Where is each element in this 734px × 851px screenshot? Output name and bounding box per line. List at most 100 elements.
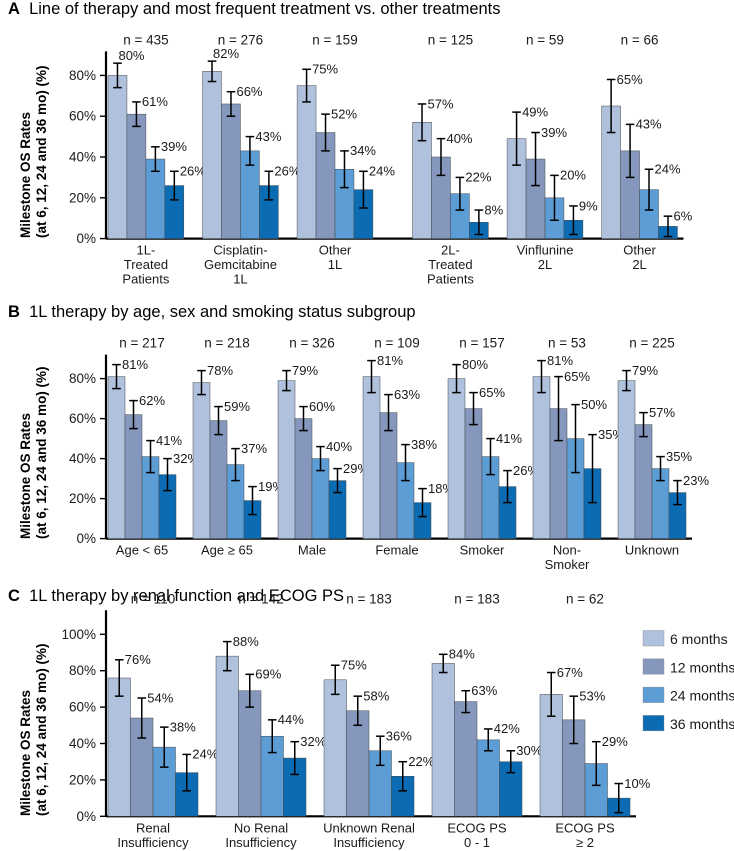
svg-text:60%: 60% — [309, 399, 335, 414]
svg-text:24%: 24% — [192, 747, 218, 762]
svg-text:Insufficiency: Insufficiency — [333, 835, 405, 850]
svg-text:n = 218: n = 218 — [204, 336, 249, 351]
svg-text:59%: 59% — [224, 399, 250, 414]
svg-text:43%: 43% — [255, 129, 281, 144]
svg-text:1L: 1L — [328, 257, 342, 272]
svg-text:22%: 22% — [408, 754, 434, 769]
svg-text:62%: 62% — [139, 393, 165, 408]
svg-text:12 months: 12 months — [670, 659, 734, 675]
svg-text:80%: 80% — [69, 68, 96, 83]
svg-text:24 months: 24 months — [670, 688, 734, 704]
svg-text:36 months: 36 months — [670, 716, 734, 732]
svg-text:40%: 40% — [69, 736, 96, 751]
svg-text:Vinflunine: Vinflunine — [517, 243, 574, 258]
svg-text:80%: 80% — [69, 371, 96, 386]
svg-text:82%: 82% — [213, 46, 239, 61]
svg-text:Insufficiency: Insufficiency — [117, 835, 189, 850]
svg-text:n = 125: n = 125 — [428, 32, 473, 47]
svg-text:No Renal: No Renal — [234, 820, 288, 835]
svg-text:n = 435: n = 435 — [123, 32, 168, 47]
svg-text:0%: 0% — [76, 231, 96, 246]
svg-text:10%: 10% — [624, 776, 650, 791]
svg-text:24%: 24% — [369, 164, 395, 179]
svg-text:57%: 57% — [649, 405, 675, 420]
svg-text:1L-: 1L- — [137, 243, 156, 258]
svg-text:60%: 60% — [69, 700, 96, 715]
svg-text:20%: 20% — [69, 491, 96, 506]
svg-text:65%: 65% — [617, 72, 643, 87]
svg-text:n = 142: n = 142 — [238, 591, 283, 606]
svg-text:≥ 2: ≥ 2 — [576, 835, 594, 850]
svg-text:Age < 65: Age < 65 — [116, 543, 168, 558]
svg-text:37%: 37% — [241, 441, 267, 456]
svg-text:Other: Other — [319, 243, 352, 258]
svg-text:80%: 80% — [462, 357, 488, 372]
svg-text:Smoker: Smoker — [460, 543, 505, 558]
svg-text:34%: 34% — [350, 143, 376, 158]
svg-text:84%: 84% — [449, 647, 475, 662]
svg-text:81%: 81% — [122, 357, 148, 372]
svg-text:30%: 30% — [516, 743, 542, 758]
svg-text:n = 183: n = 183 — [454, 591, 499, 606]
svg-text:41%: 41% — [156, 433, 182, 448]
svg-text:ECOG PS: ECOG PS — [447, 820, 507, 835]
svg-text:40%: 40% — [446, 131, 472, 146]
svg-text:6%: 6% — [673, 208, 692, 223]
svg-text:79%: 79% — [292, 363, 318, 378]
svg-text:n = 157: n = 157 — [459, 336, 504, 351]
svg-text:2L: 2L — [538, 257, 552, 272]
svg-text:Cisplatin-: Cisplatin- — [213, 243, 267, 258]
svg-text:n = 225: n = 225 — [629, 336, 674, 351]
svg-text:39%: 39% — [541, 125, 567, 140]
svg-text:49%: 49% — [522, 104, 548, 119]
svg-text:n = 276: n = 276 — [218, 32, 263, 47]
svg-text:Unknown Renal: Unknown Renal — [323, 820, 415, 835]
svg-text:20%: 20% — [69, 772, 96, 787]
svg-text:Other: Other — [623, 243, 656, 258]
svg-text:32%: 32% — [300, 734, 326, 749]
svg-text:78%: 78% — [207, 363, 233, 378]
svg-text:38%: 38% — [170, 719, 196, 734]
svg-text:24%: 24% — [655, 162, 681, 177]
svg-text:80%: 80% — [118, 48, 144, 63]
svg-text:n = 53: n = 53 — [548, 336, 586, 351]
svg-text:88%: 88% — [233, 634, 259, 649]
svg-text:60%: 60% — [69, 411, 96, 426]
svg-text:2L-: 2L- — [441, 243, 460, 258]
svg-text:Patients: Patients — [122, 272, 169, 287]
svg-text:Unknown: Unknown — [625, 543, 679, 558]
svg-text:Age ≥ 65: Age ≥ 65 — [201, 543, 253, 558]
svg-text:81%: 81% — [377, 353, 403, 368]
svg-text:n = 110: n = 110 — [131, 591, 175, 606]
svg-text:52%: 52% — [331, 106, 357, 121]
svg-text:65%: 65% — [564, 369, 590, 384]
svg-text:0%: 0% — [76, 809, 96, 824]
svg-text:54%: 54% — [147, 690, 173, 705]
svg-text:43%: 43% — [636, 117, 662, 132]
svg-text:40%: 40% — [326, 439, 352, 454]
svg-text:36%: 36% — [386, 729, 412, 744]
svg-text:35%: 35% — [666, 449, 692, 464]
svg-text:69%: 69% — [255, 667, 281, 682]
svg-text:63%: 63% — [394, 387, 420, 402]
svg-text:50%: 50% — [581, 397, 607, 412]
svg-text:75%: 75% — [341, 658, 367, 673]
svg-text:2L: 2L — [632, 257, 646, 272]
svg-text:Patients: Patients — [427, 272, 474, 287]
svg-text:41%: 41% — [496, 431, 522, 446]
svg-text:42%: 42% — [494, 721, 520, 736]
svg-text:20%: 20% — [69, 190, 96, 205]
svg-text:8%: 8% — [484, 202, 503, 217]
svg-text:9%: 9% — [579, 198, 598, 213]
svg-text:Insufficiency: Insufficiency — [225, 835, 297, 850]
svg-text:57%: 57% — [428, 96, 454, 111]
svg-text:Non-: Non- — [553, 543, 581, 558]
svg-text:80%: 80% — [69, 663, 96, 678]
svg-text:23%: 23% — [683, 473, 709, 488]
svg-text:79%: 79% — [632, 363, 658, 378]
svg-text:0%: 0% — [76, 531, 96, 546]
svg-text:Gemcitabine: Gemcitabine — [204, 257, 277, 272]
svg-text:66%: 66% — [236, 84, 262, 99]
svg-text:40%: 40% — [69, 451, 96, 466]
svg-text:Treated: Treated — [124, 257, 168, 272]
